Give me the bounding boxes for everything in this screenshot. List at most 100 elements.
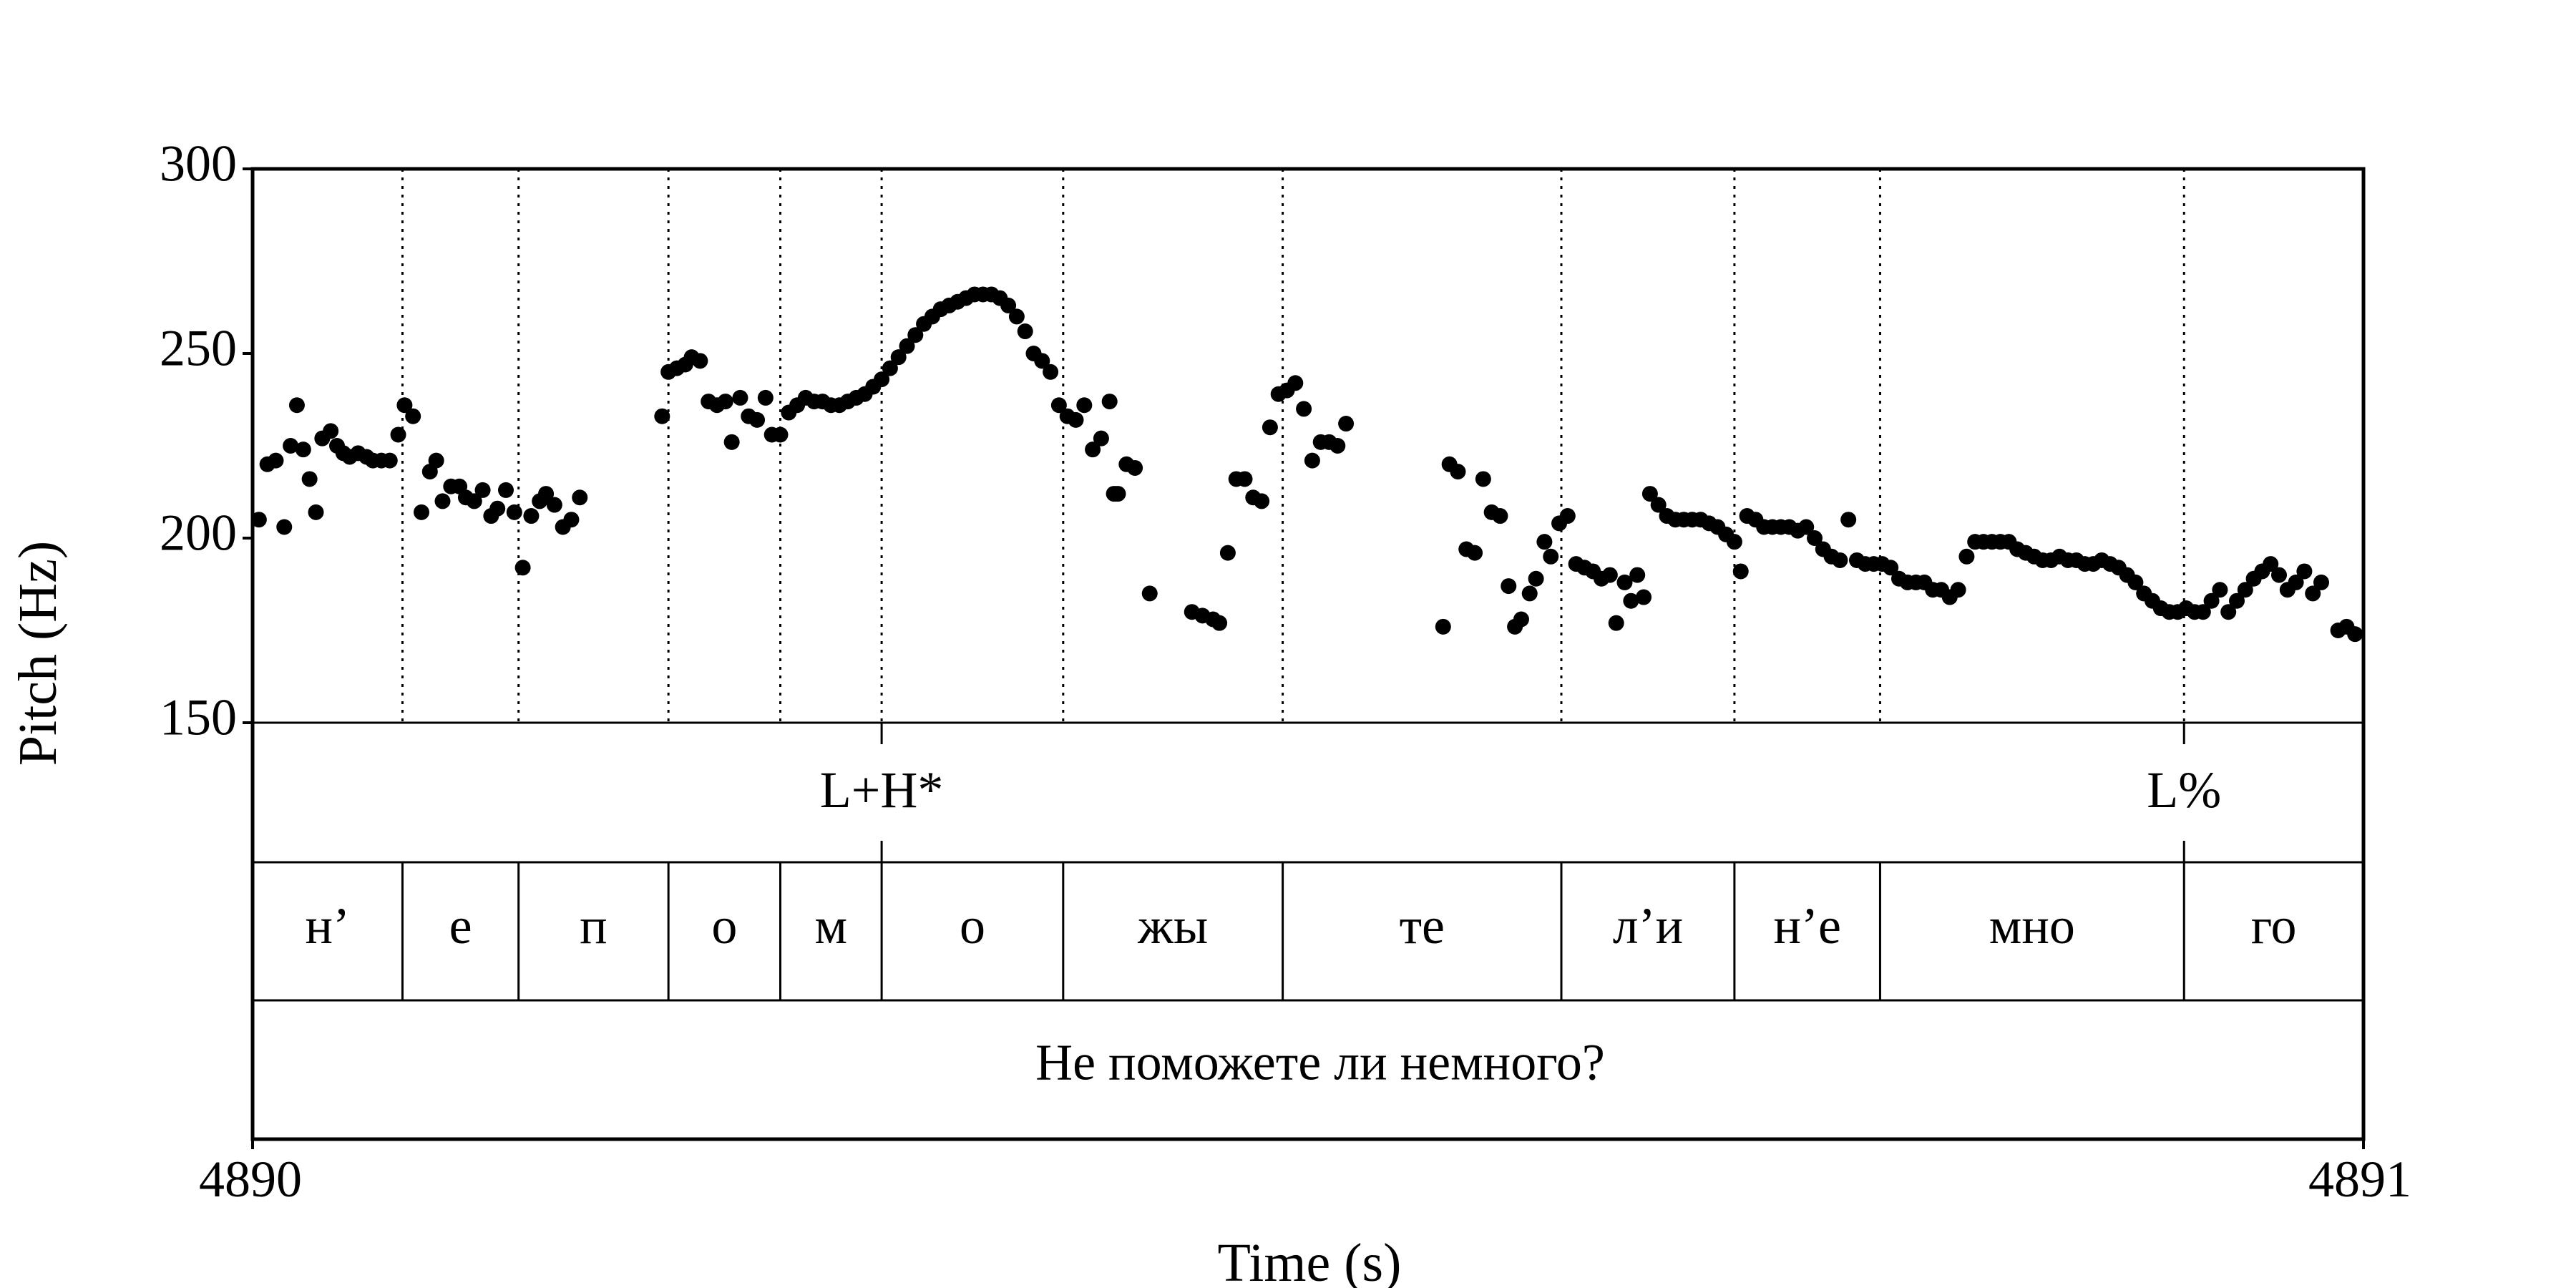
segment-label: мно [1989,897,2075,955]
pitch-point [308,504,324,520]
segment-label: жы [1137,897,1208,955]
pitch-point [414,504,429,520]
pitch-point [514,560,531,576]
pitch-point [1475,471,1491,487]
pitch-point [563,512,580,528]
pitch-point [405,408,421,424]
pitch-point [1641,486,1658,502]
y-tick-label: 250 [160,320,237,377]
pitch-point [1608,615,1624,631]
pitch-point [654,408,670,424]
pitch-point [2313,574,2329,590]
pitch-point [1832,552,1848,568]
pitch-point [692,353,708,369]
pitch-point [288,397,305,414]
segment-label: о [711,897,737,955]
pitch-point [2203,592,2220,609]
pitch-point [1008,308,1025,325]
segment-label: те [1400,897,1445,955]
tone-label: L+H* [820,761,944,819]
segment-label: е [449,897,472,955]
pitch-point [474,482,491,498]
pitch-point [2212,582,2228,598]
pitch-point [283,438,299,454]
pitch-point [772,426,789,443]
pitch-point [390,426,406,443]
pitch-point [1559,508,1576,525]
segment-label: л’и [1613,897,1683,955]
pitch-point [1304,452,1320,469]
pitch-point [250,512,267,528]
pitch-point [489,500,506,517]
pitch-point [1236,471,1253,487]
pitch-point [874,371,890,388]
segment-label: м [815,897,848,955]
pitch-point [1521,585,1538,602]
pitch-point [2305,585,2321,602]
pitch-point [1000,297,1017,313]
segment-label: о [960,897,985,955]
tone-label: L% [2147,761,2221,819]
pitch-point [2271,567,2287,583]
pitch-point [295,441,311,458]
pitch-point [907,327,924,343]
pitch-point [1254,493,1270,509]
pitch-point [523,508,540,525]
pitch-point [1732,563,1749,580]
pitch-point [1543,548,1559,565]
pitch-point [1513,611,1529,628]
pitch-point [899,338,915,354]
plot-frame [250,167,2366,1141]
pitch-point [2237,582,2253,598]
pitch-point [1219,545,1236,561]
pitch-point [1101,394,1118,410]
pitch-point [1043,364,1059,380]
pitch-point [381,452,398,469]
pitch-point [1726,534,1742,550]
x-tick-label-end: 4891 [2308,1151,2411,1208]
pitch-point [396,397,413,414]
pitch-point [1106,486,1122,502]
pitch-points [250,286,2363,643]
pitch-point [428,452,444,469]
pitch-point [1127,459,1143,476]
pitch-point [466,493,482,509]
y-tick-label: 300 [160,135,237,192]
pitch-point [1287,375,1304,391]
sentence-label: Не поможете ли немного? [1035,1034,1605,1091]
pitch-point [1629,567,1646,583]
pitch-point [1141,585,1158,602]
pitch-point [2220,604,2237,620]
segment-label: п [580,897,608,955]
pitch-point [538,486,555,502]
pitch-point [546,497,562,513]
pitch-point [2296,563,2313,580]
pitch-point [1050,397,1067,414]
plot-border [250,167,2366,1141]
x-tick-label-start: 4890 [199,1151,302,1208]
y-axis-ticks: 150 200 250 300 [160,135,2365,1149]
pitch-point [572,489,588,506]
pitch-point [2347,626,2363,643]
y-axis-label: Pitch (Hz) [8,541,68,766]
pitch-point [1093,430,1109,447]
pitch-point [1528,570,1544,587]
y-tick-label: 150 [160,689,237,746]
segment-tier: н’ е п о м о жы те л’и н’е мно го [305,862,2297,1000]
pitch-point [1467,545,1483,561]
pitch-point [1650,497,1667,513]
pitch-point [434,493,451,509]
segment-boundary-lines [401,169,2185,723]
pitch-point [1338,416,1355,432]
pitch-point [1601,567,1618,583]
pitch-point [2127,574,2144,590]
pitch-point [1068,411,1084,428]
pitch-point [1450,464,1466,480]
pitch-point [1616,574,1633,590]
pitch-point [1501,578,1517,595]
pitch-point [723,434,740,450]
pitch-point [757,389,774,406]
segment-label: н’ [305,897,350,955]
y-tick-label: 200 [160,504,237,562]
